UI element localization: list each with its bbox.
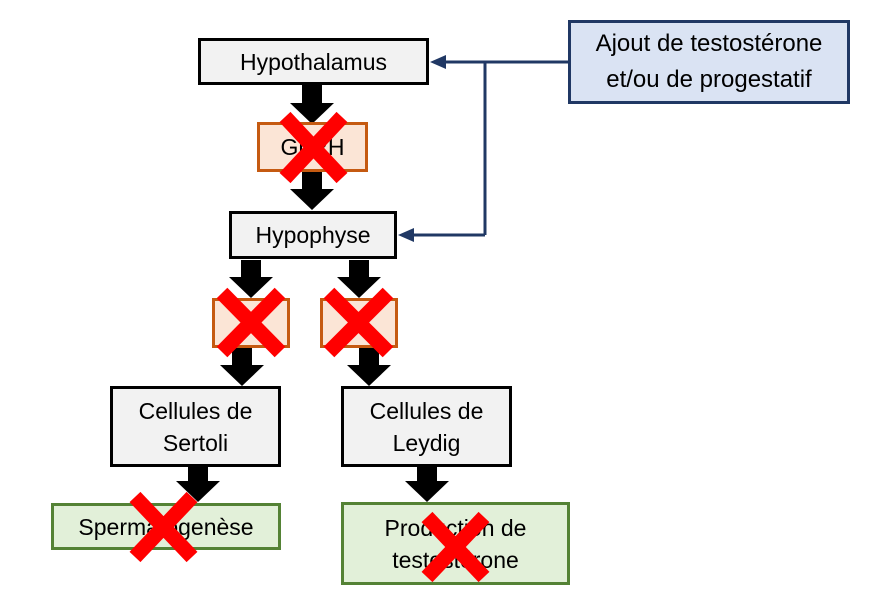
- feedback-arrowhead-hypothalamus: [430, 55, 446, 69]
- arrow-hypophyse-to-left-hormone: [229, 260, 273, 298]
- feedback-arrowhead-hypophyse: [398, 228, 414, 242]
- arrow-hypophyse-to-right-hormone: [337, 260, 381, 298]
- leydig-box: Cellules de Leydig: [341, 386, 512, 467]
- treatment-label-line2: et/ou de progestatif: [606, 66, 812, 93]
- arrow-sertoli-to-spermatogenese: [176, 466, 220, 502]
- arrow-right-hormone-to-leydig: [347, 347, 391, 386]
- cross-mark-production-testosterone: [421, 511, 490, 583]
- cross-mark-hormone-left: [216, 287, 286, 358]
- sertoli-label-line2: Sertoli: [162, 429, 229, 456]
- sertoli-box: Cellules de Sertoli: [110, 386, 281, 467]
- hypophyse-box: Hypophyse: [229, 211, 397, 259]
- leydig-label-line2: Leydig: [392, 429, 461, 456]
- leydig-label-line1: Cellules de: [369, 397, 484, 424]
- hypothalamus-label: Hypothalamus: [239, 48, 388, 75]
- cross-mark-hormone-right: [323, 287, 394, 358]
- arrow-hypothalamus-to-gnrh: [290, 83, 334, 124]
- cross-mark-spermatogenese: [129, 491, 198, 563]
- treatment-box: Ajout de testostérone et/ou de progestat…: [568, 20, 850, 104]
- arrow-leydig-to-production: [405, 466, 449, 502]
- cross-mark-gnrh: [279, 111, 348, 184]
- sertoli-label-line1: Cellules de: [138, 397, 253, 424]
- hypothalamus-box: Hypothalamus: [198, 38, 429, 85]
- treatment-label-line1: Ajout de testostérone: [595, 30, 823, 57]
- arrow-left-hormone-to-sertoli: [220, 347, 264, 386]
- hypophyse-label: Hypophyse: [255, 222, 371, 248]
- arrow-gnrh-to-hypophyse: [290, 172, 334, 210]
